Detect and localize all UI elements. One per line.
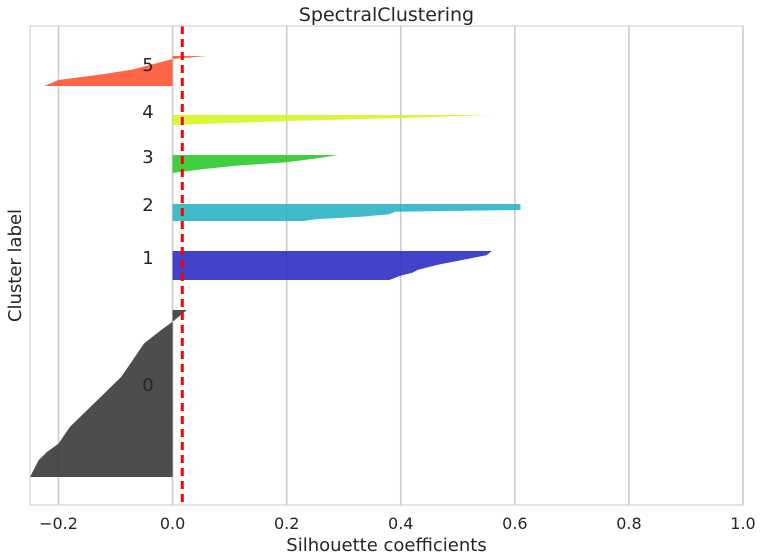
- cluster-label-5: 5: [142, 55, 153, 76]
- cluster-4-silhouette: [172, 115, 490, 125]
- chart-title: SpectralClustering: [299, 4, 474, 26]
- x-tick-label: 0.0: [160, 514, 185, 533]
- cluster-label-1: 1: [142, 248, 153, 269]
- cluster-label-2: 2: [142, 195, 153, 216]
- x-tick-labels: −0.2 0.0 0.2 0.4 0.6 0.8 1.0: [39, 514, 756, 533]
- x-tick-label: 0.2: [274, 514, 299, 533]
- x-tick-label: 0.6: [502, 514, 527, 533]
- cluster-2-silhouette: [172, 204, 521, 221]
- cluster-3-silhouette: [172, 155, 338, 173]
- y-axis-label: Cluster label: [5, 209, 26, 322]
- x-tick-label: 1.0: [730, 514, 755, 533]
- cluster-silhouettes: [30, 56, 521, 477]
- plot-frame: [29, 25, 744, 506]
- cluster-label-3: 3: [142, 147, 153, 168]
- cluster-1-silhouette: [172, 251, 492, 280]
- cluster-labels: 0 1 2 3 4 5: [142, 55, 153, 396]
- cluster-label-4: 4: [142, 102, 153, 123]
- x-tick-label: −0.2: [39, 514, 78, 533]
- cluster-label-0: 0: [142, 375, 153, 396]
- x-tick-label: 0.4: [388, 514, 413, 533]
- x-axis-label: Silhouette coefficients: [286, 535, 486, 556]
- cluster-0-silhouette: [30, 310, 187, 477]
- x-tick-label: 0.8: [616, 514, 641, 533]
- cluster-5-silhouette: [44, 56, 207, 86]
